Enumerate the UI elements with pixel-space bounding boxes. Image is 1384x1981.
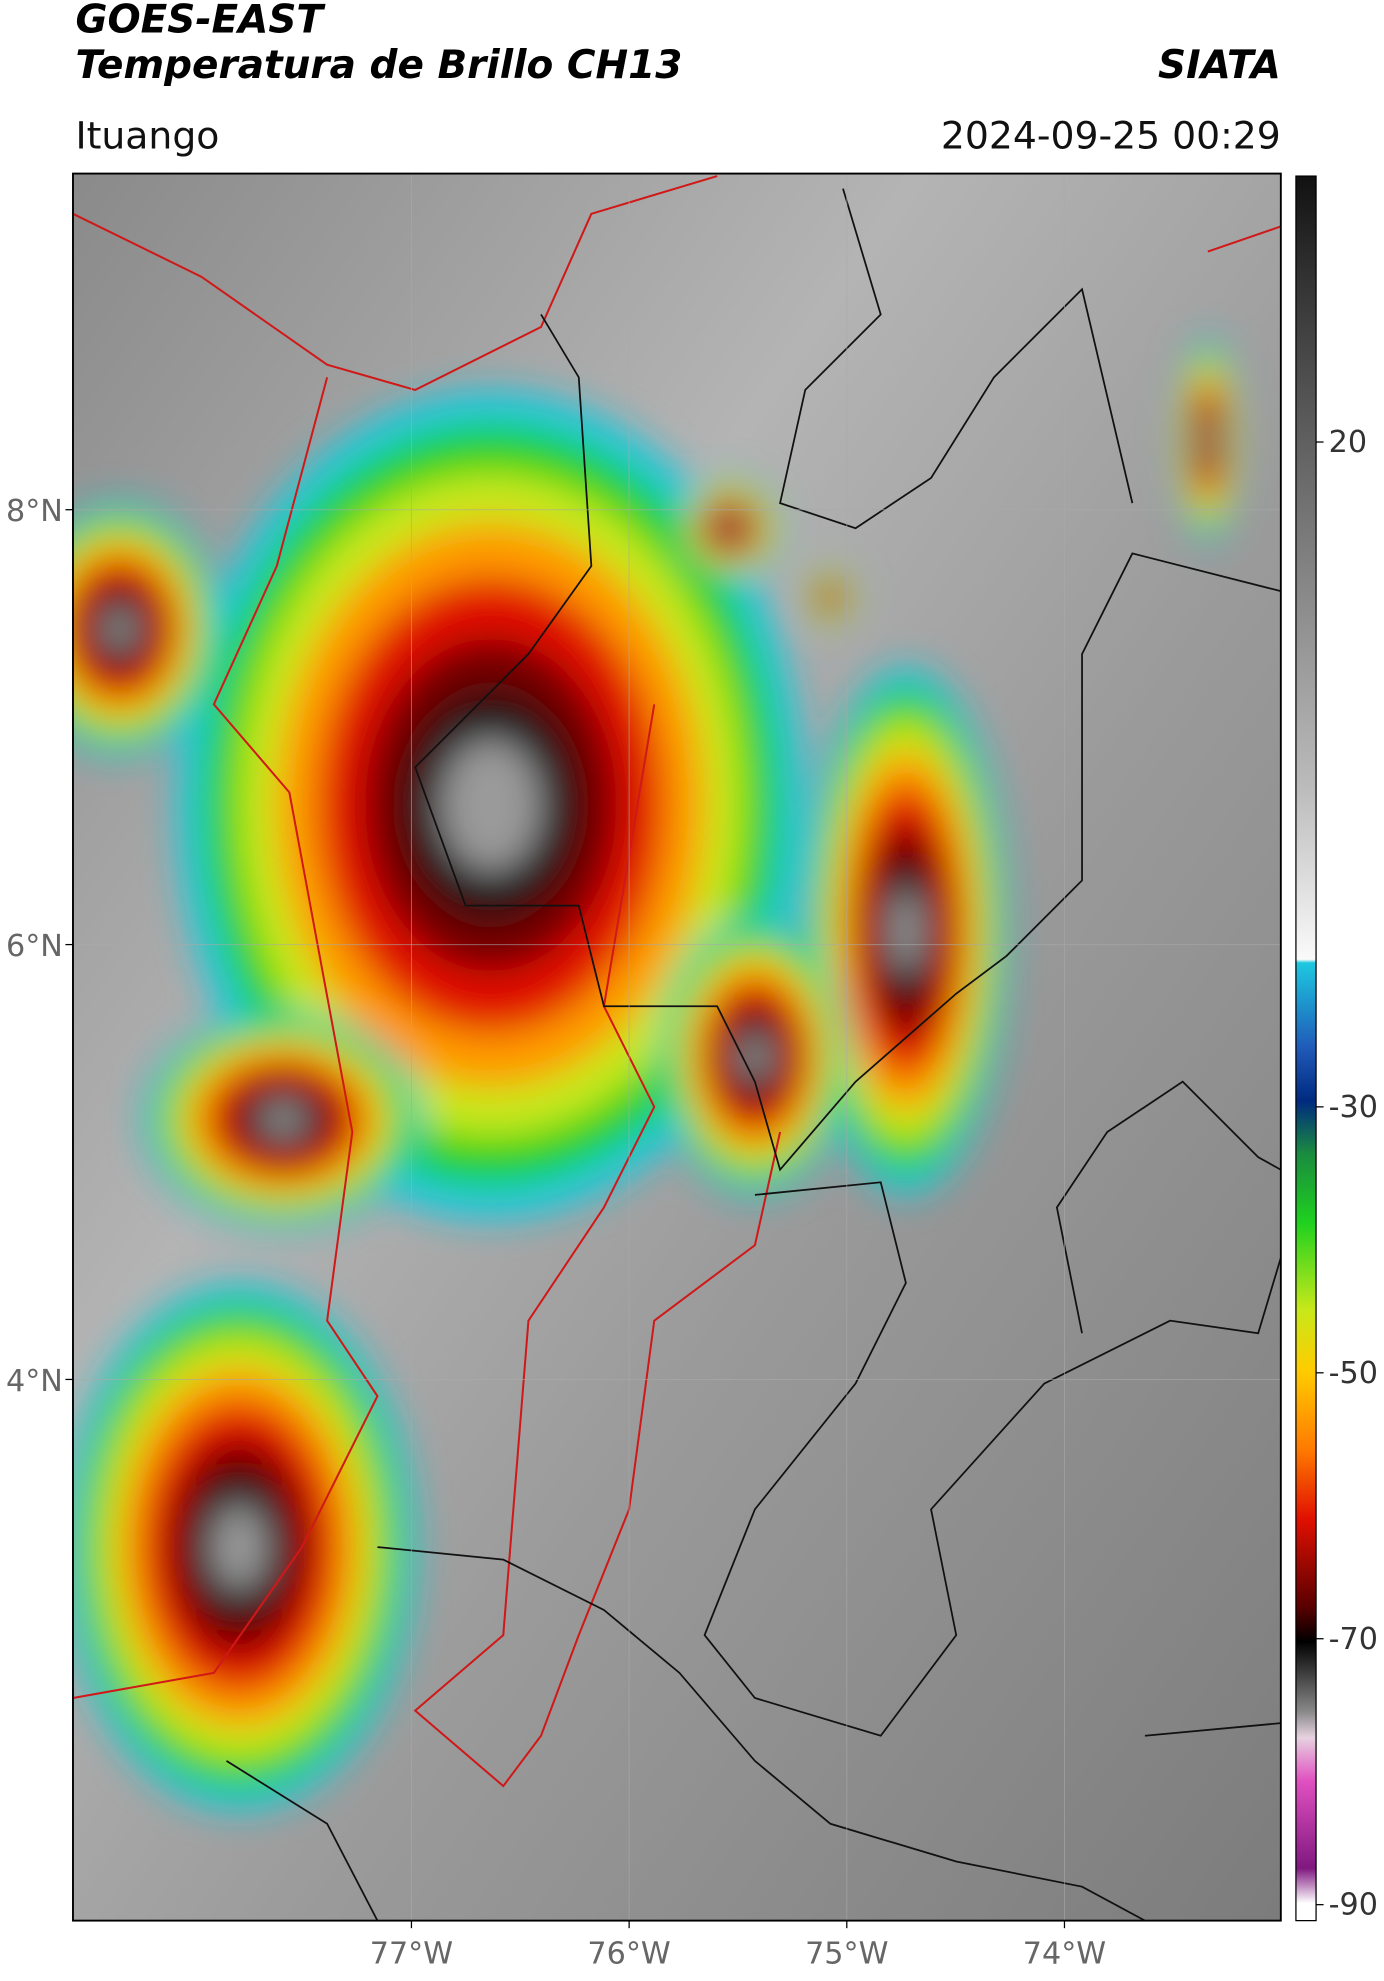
cloud-layer <box>103 608 136 650</box>
agency-label: SIATA <box>1158 43 1281 88</box>
x-tick-label: 74°W <box>1023 1936 1106 1971</box>
cloud-layer <box>826 592 835 603</box>
cloud-layer <box>440 738 542 872</box>
colorbar-tick-label: 20 <box>1329 425 1367 460</box>
y-tick-label: 6°N <box>6 929 63 964</box>
red-boundaries <box>72 175 1281 1788</box>
colorbar <box>1295 175 1317 1922</box>
x-tick-label: 75°W <box>805 1936 888 1971</box>
cloud-layer <box>260 1102 306 1137</box>
y-tick-label: 8°N <box>6 494 63 529</box>
cloud-tops <box>72 339 1240 1812</box>
x-tick-label: 77°W <box>370 1936 453 1971</box>
cloud-layer <box>721 520 738 537</box>
product-title: Temperatura de Brillo CH13 <box>75 43 682 88</box>
colorbar-tick-label: -70 <box>1329 1622 1378 1657</box>
graticule <box>72 173 1281 1921</box>
black-boundaries <box>226 188 1281 1921</box>
cloud-layer <box>210 1504 268 1590</box>
map-area <box>72 173 1281 1921</box>
region-label: Ituango <box>75 113 219 157</box>
colorbar-tick-label: -50 <box>1329 1356 1378 1391</box>
colorbar-tick-label: -30 <box>1329 1090 1378 1125</box>
map-axes: 77°W 76°W 75°W 74°W 8°N 6°N 4°N <box>6 494 1106 1971</box>
cloud-layer <box>739 1034 771 1079</box>
colorbar-ticks: 20 -30 -50 -70 -90 <box>1316 425 1378 1923</box>
map-frame <box>72 172 1282 1922</box>
cloud-layer <box>889 888 922 974</box>
colorbar-tick-label: -90 <box>1329 1888 1378 1923</box>
timestamp: 2024-09-25 00:29 <box>941 113 1281 157</box>
y-tick-label: 4°N <box>6 1364 63 1399</box>
cloud-layer <box>1202 424 1213 457</box>
x-tick-label: 76°W <box>587 1936 670 1971</box>
satellite-title: GOES-EAST <box>75 0 326 43</box>
